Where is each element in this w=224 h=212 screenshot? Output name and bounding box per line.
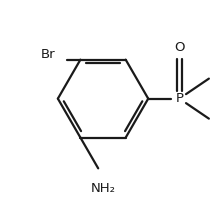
Text: Br: Br: [41, 48, 55, 61]
Text: NH₂: NH₂: [90, 182, 115, 195]
Text: P: P: [175, 92, 183, 105]
Text: O: O: [174, 40, 185, 53]
